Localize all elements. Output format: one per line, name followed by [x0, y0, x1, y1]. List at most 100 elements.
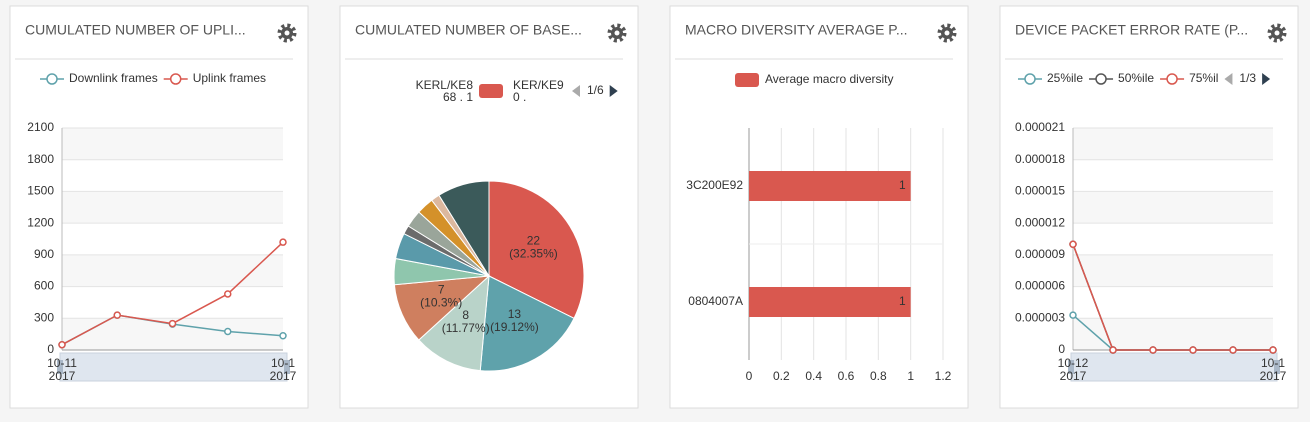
y-tick-label: 600	[34, 279, 54, 293]
legend-label[interactable]: KER/KE9	[513, 78, 564, 92]
x-tick-label: 0.2	[773, 369, 790, 383]
zoom-handle[interactable]	[284, 360, 290, 374]
x-tick-label: 1.2	[935, 369, 952, 383]
pager-next[interactable]	[1262, 73, 1271, 85]
legend-detail: 68 . 1	[443, 90, 473, 104]
legend-marker	[1024, 73, 1036, 85]
legend-label[interactable]: 25%ile	[1047, 71, 1083, 85]
y-tick-label: 0.000006	[1015, 279, 1065, 293]
x-tick-label: 0.4	[805, 369, 822, 383]
y-tick-label: 0.000003	[1015, 310, 1065, 324]
x-tick-year: 2017	[1060, 369, 1087, 383]
slice-percent: (19.12%)	[490, 320, 539, 334]
bar[interactable]	[749, 287, 911, 317]
y-tick-label: 900	[34, 247, 54, 261]
x-tick-label: 10-1	[1261, 356, 1285, 370]
zoom-slider	[59, 352, 288, 382]
data-point	[58, 340, 66, 349]
y-tick-label: 0.000012	[1015, 215, 1065, 229]
bar-label: 1	[899, 294, 906, 308]
legend-marker	[169, 73, 182, 85]
y-tick-label: 1200	[27, 215, 54, 229]
pie-slice[interactable]	[479, 275, 575, 372]
data-point	[1149, 346, 1157, 354]
y-tick-label: 0.000018	[1015, 152, 1065, 166]
slice-value: 22	[527, 234, 541, 248]
y-tick-label: 0	[47, 342, 54, 356]
legend-label[interactable]: 75%il	[1189, 71, 1218, 85]
zoom-handle[interactable]	[57, 360, 63, 374]
x-tick-label: 1	[907, 369, 914, 383]
legend-marker	[1166, 73, 1178, 85]
gear-icon[interactable]	[277, 23, 297, 43]
data-point	[1069, 311, 1077, 319]
legend-label[interactable]: 50%ile	[1118, 71, 1154, 85]
y-tick-label: 0	[1058, 342, 1065, 356]
x-tick-label: 10-12	[1058, 356, 1089, 370]
bar-label: 1	[899, 178, 906, 192]
legend-marker	[1095, 73, 1107, 85]
legend-swatch	[735, 73, 759, 87]
x-tick-year: 2017	[270, 369, 297, 383]
zoom-handle[interactable]	[1274, 360, 1280, 374]
card-title: MACRO DIVERSITY AVERAGE P...	[685, 22, 908, 38]
data-point	[1269, 346, 1277, 354]
bar[interactable]	[749, 171, 911, 201]
y-tick-label: 1800	[27, 152, 54, 166]
slice-value: 8	[462, 308, 469, 322]
legend-swatch	[479, 84, 503, 98]
gear-icon[interactable]	[1267, 23, 1287, 43]
series-line	[1072, 244, 1273, 351]
card-title: CUMULATED NUMBER OF UPLI...	[25, 22, 246, 38]
x-tick-label: 0.6	[838, 369, 855, 383]
pager-next[interactable]	[609, 85, 618, 97]
grid-band	[62, 128, 283, 160]
grid-band	[1073, 128, 1273, 160]
card-title: DEVICE PACKET ERROR RATE (P...	[1015, 22, 1248, 38]
legend-label[interactable]: Average macro diversity	[765, 72, 894, 86]
legend-label[interactable]: Downlink frames	[69, 71, 158, 85]
grid-band	[62, 254, 283, 287]
gear-icon[interactable]	[937, 23, 957, 43]
pager-text: 1/6	[587, 83, 604, 97]
data-point	[279, 238, 287, 246]
pie-slice[interactable]	[418, 274, 490, 372]
y-tick-label: 0.000015	[1015, 184, 1065, 198]
x-tick-year: 2017	[49, 369, 76, 383]
data-point	[168, 319, 177, 328]
y-tick-label: 0.000009	[1015, 247, 1065, 261]
data-point	[224, 327, 232, 336]
pie-slice[interactable]	[488, 180, 585, 320]
pager-prev[interactable]	[572, 85, 580, 97]
card	[669, 5, 969, 409]
y-tick-label: 0.000021	[1015, 120, 1065, 134]
data-point	[1189, 346, 1197, 354]
legend-marker	[46, 73, 58, 85]
data-point	[279, 331, 287, 340]
slice-percent: (10.3%)	[420, 295, 462, 309]
grid-band	[1073, 191, 1273, 224]
zoom-handle[interactable]	[1068, 360, 1074, 374]
pie-slice[interactable]	[438, 180, 490, 278]
pager-prev[interactable]	[1224, 73, 1233, 85]
y-tick-label: 1500	[27, 184, 54, 198]
data-point	[1069, 240, 1077, 249]
data-point	[224, 290, 232, 298]
y-tick-label: 0804007A	[688, 294, 743, 308]
x-tick-label: 0.8	[870, 369, 887, 383]
y-tick-label: 300	[34, 310, 54, 324]
data-point	[1229, 346, 1237, 354]
grid-band	[62, 191, 283, 224]
card-title: CUMULATED NUMBER OF BASE...	[355, 22, 582, 38]
x-tick-label: 0	[746, 369, 753, 383]
data-point	[1109, 346, 1117, 354]
legend-label[interactable]: Uplink frames	[193, 71, 266, 85]
data-point	[113, 311, 121, 319]
slice-value: 13	[508, 307, 522, 321]
gear-icon[interactable]	[607, 23, 627, 43]
slice-percent: (32.35%)	[509, 247, 558, 261]
x-tick-year: 2017	[1260, 369, 1287, 383]
legend-label[interactable]: KERL/KE8	[416, 78, 474, 92]
slice-value: 7	[438, 282, 445, 296]
slice-percent: (11.77%)	[442, 321, 490, 335]
